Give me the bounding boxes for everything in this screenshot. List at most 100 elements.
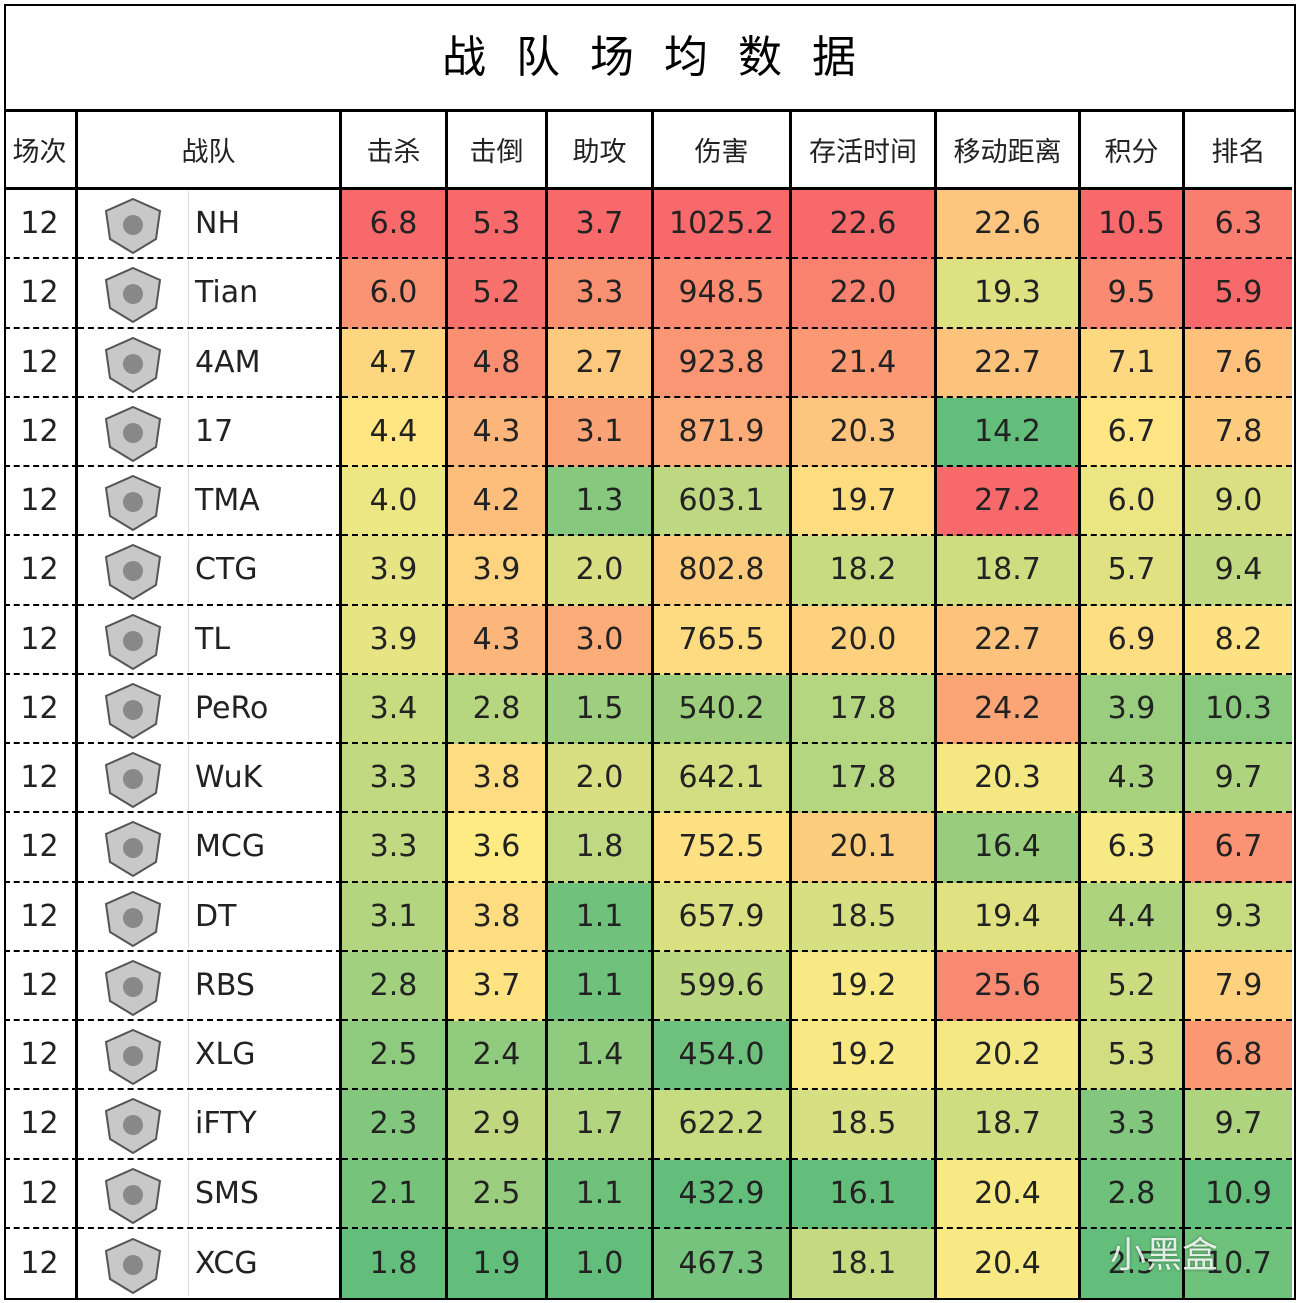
team-cell: PeRo	[78, 674, 342, 744]
stat-cell: 871.9	[654, 397, 792, 467]
stat-cell: 3.1	[548, 397, 654, 467]
stat-cell: 3.3	[1081, 1090, 1185, 1160]
match-count: 12	[4, 674, 78, 744]
stat-cell: 18.5	[792, 1090, 937, 1160]
stat-cell: 24.2	[937, 674, 1081, 744]
team-logo	[104, 952, 189, 1018]
team-logo	[104, 1160, 189, 1226]
stat-cell: 18.5	[792, 882, 937, 952]
stat-cell: 2.3	[342, 1090, 448, 1160]
team-name: DT	[195, 898, 237, 934]
stat-cell: 4.2	[448, 467, 548, 537]
stat-cell: 10.5	[1081, 190, 1185, 260]
stat-cell: 3.7	[548, 190, 654, 260]
stat-cell: 9.7	[1185, 744, 1292, 814]
watermark: 小黑盒	[1110, 1235, 1219, 1276]
stat-cell: 3.9	[1081, 674, 1185, 744]
stat-cell: 9.7	[1185, 1090, 1292, 1160]
stat-cell: 20.2	[937, 1021, 1081, 1091]
stat-cell: 20.4	[937, 1228, 1081, 1298]
stat-cell: 20.3	[937, 744, 1081, 814]
match-count: 12	[4, 882, 78, 952]
stat-cell: 18.1	[792, 1228, 937, 1298]
stat-cell: 17.8	[792, 674, 937, 744]
team-cell: SMS	[78, 1159, 342, 1229]
stat-cell: 20.4	[937, 1159, 1081, 1229]
stat-cell: 9.5	[1081, 259, 1185, 329]
stat-cell: 3.8	[448, 882, 548, 952]
stat-cell: 21.4	[792, 328, 937, 398]
stat-cell: 18.2	[792, 536, 937, 606]
stat-cell: 5.7	[1081, 536, 1185, 606]
stat-cell: 8.2	[1185, 605, 1292, 675]
team-logo	[104, 814, 189, 880]
stat-cell: 765.5	[654, 605, 792, 675]
match-count: 12	[4, 1228, 78, 1298]
team-cell: RBS	[78, 951, 342, 1021]
stat-cell: 10.7	[1185, 1228, 1292, 1298]
stat-cell: 603.1	[654, 467, 792, 537]
stat-cell: 19.7	[792, 467, 937, 537]
stat-cell: 1.3	[548, 467, 654, 537]
match-count: 12	[4, 328, 78, 398]
team-name: iFTY	[195, 1106, 257, 1142]
stat-cell: 1.5	[548, 674, 654, 744]
stat-cell: 7.6	[1185, 328, 1292, 398]
stat-cell: 948.5	[654, 259, 792, 329]
stat-cell: 6.7	[1081, 397, 1185, 467]
stat-cell: 4.0	[342, 467, 448, 537]
team-name: NH	[195, 206, 240, 242]
stat-cell: 6.3	[1081, 813, 1185, 883]
match-count: 12	[4, 536, 78, 606]
stat-cell: 6.7	[1185, 813, 1292, 883]
stat-cell: 3.8	[448, 744, 548, 814]
stat-cell: 4.7	[342, 328, 448, 398]
stat-cell: 19.2	[792, 1021, 937, 1091]
team-name: PeRo	[195, 690, 269, 726]
stat-cell: 2.9	[448, 1090, 548, 1160]
stat-cell: 5.3	[448, 190, 548, 260]
stat-cell: 4.8	[448, 328, 548, 398]
team-name: 17	[195, 413, 234, 449]
column-header: 积分	[1081, 112, 1185, 190]
stat-cell: 7.1	[1081, 328, 1185, 398]
stat-cell: 14.2	[937, 397, 1081, 467]
stat-cell: 9.4	[1185, 536, 1292, 606]
stat-cell: 6.9	[1081, 605, 1185, 675]
stat-cell: 20.0	[792, 605, 937, 675]
column-header: 排名	[1185, 112, 1292, 190]
stat-cell: 2.8	[448, 674, 548, 744]
team-name: XCG	[195, 1245, 258, 1281]
team-logo	[104, 1091, 189, 1157]
stat-cell: 4.3	[1081, 744, 1185, 814]
stat-cell: 1.1	[548, 882, 654, 952]
stat-cell: 1.8	[342, 1228, 448, 1298]
stat-cell: 622.2	[654, 1090, 792, 1160]
team-logo	[104, 329, 189, 395]
stat-cell: 6.0	[342, 259, 448, 329]
stat-cell: 1025.2	[654, 190, 792, 260]
stat-cell: 1.9	[448, 1228, 548, 1298]
column-header: 助攻	[548, 112, 654, 190]
stat-cell: 20.3	[792, 397, 937, 467]
team-cell: TL	[78, 605, 342, 675]
stat-cell: 802.8	[654, 536, 792, 606]
team-name: 4AM	[195, 344, 261, 380]
team-logo	[104, 883, 189, 949]
stat-cell: 16.4	[937, 813, 1081, 883]
match-count: 12	[4, 467, 78, 537]
stat-cell: 18.7	[937, 1090, 1081, 1160]
stat-cell: 3.9	[342, 536, 448, 606]
stat-cell: 5.3	[1081, 1021, 1185, 1091]
column-header: 存活时间	[792, 112, 937, 190]
column-header: 战队	[78, 112, 342, 190]
stat-cell: 454.0	[654, 1021, 792, 1091]
stat-cell: 22.7	[937, 605, 1081, 675]
stat-cell: 3.3	[342, 744, 448, 814]
stat-cell: 4.3	[448, 605, 548, 675]
stat-cell: 642.1	[654, 744, 792, 814]
team-logo	[104, 191, 189, 257]
stat-cell: 3.6	[448, 813, 548, 883]
team-cell: TMA	[78, 467, 342, 537]
team-cell: NH	[78, 190, 342, 260]
